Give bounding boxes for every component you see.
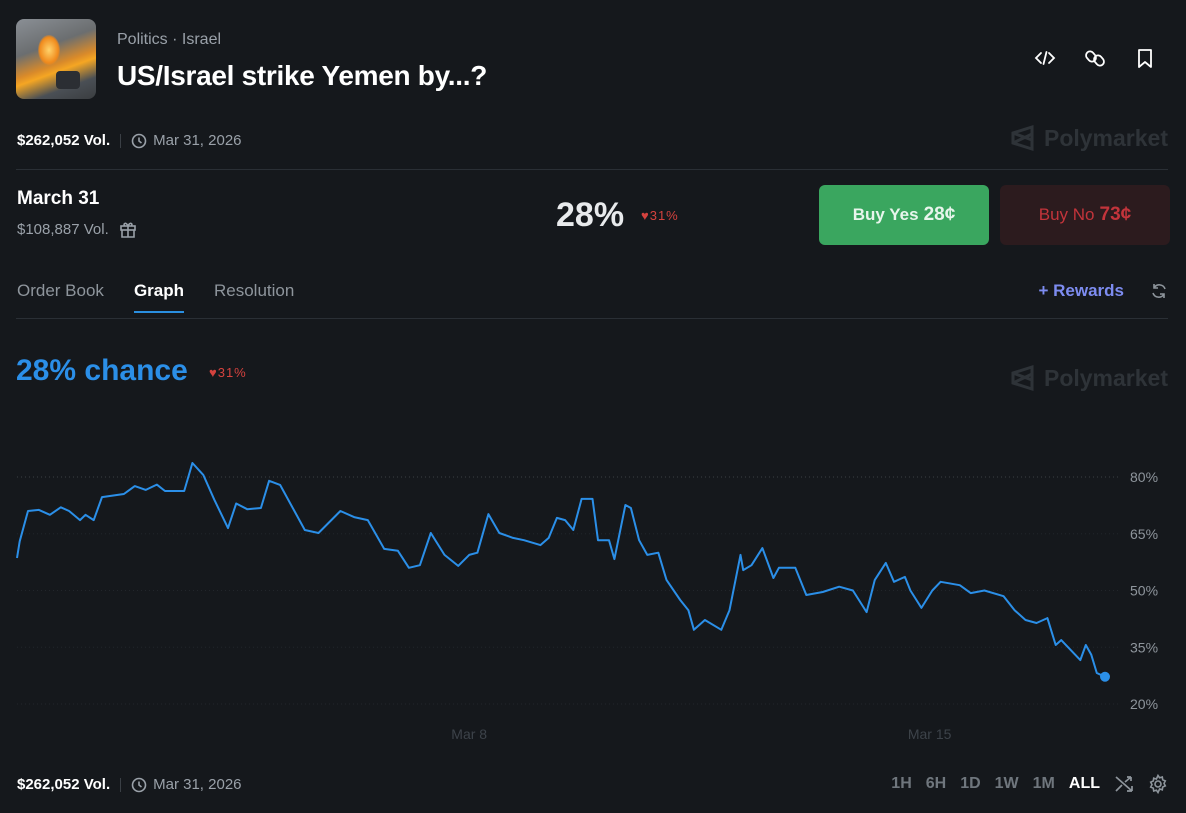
range-1d[interactable]: 1D <box>960 775 981 792</box>
outcome-volume-row: $108,887 Vol. <box>17 220 137 238</box>
end-date: Mar 31, 2026 <box>153 132 242 149</box>
current-price-point <box>1100 671 1110 682</box>
clock-icon <box>131 777 147 792</box>
breadcrumb-tag[interactable]: Israel <box>181 31 222 48</box>
y-tick-label: 35% <box>1130 639 1158 655</box>
tab-order-book[interactable]: Order Book <box>17 281 104 300</box>
tab-bar: Order Book Graph Resolution <box>17 281 295 313</box>
code-embed-icon[interactable] <box>1034 47 1056 69</box>
chance-label: 28% chance <box>16 354 188 387</box>
outcome-percent: 28% <box>556 196 625 234</box>
range-1m[interactable]: 1M <box>1032 775 1055 792</box>
page-title: US/Israel strike Yemen by...? <box>117 60 488 91</box>
tab-resolution[interactable]: Resolution <box>214 281 295 300</box>
chance-change: ♥31% <box>209 365 247 380</box>
footer-end-date: Mar 31, 2026 <box>153 776 242 793</box>
bookmark-icon[interactable] <box>1134 47 1156 69</box>
down-arrow-icon: ♥ <box>641 208 650 223</box>
range-6h[interactable]: 6H <box>925 775 947 792</box>
buy-yes-button[interactable]: Buy Yes 28¢ <box>819 185 989 245</box>
clock-icon <box>131 133 147 148</box>
y-tick-label: 20% <box>1130 696 1158 712</box>
breadcrumb-category[interactable]: Politics <box>117 31 168 48</box>
range-all[interactable]: ALL <box>1068 775 1100 792</box>
buy-no-button[interactable]: Buy No 73¢ <box>1000 185 1170 245</box>
rewards-button[interactable]: + Rewards <box>1038 281 1124 300</box>
y-tick-label: 80% <box>1130 469 1158 485</box>
gear-icon[interactable] <box>1148 774 1168 794</box>
outcome-volume: $108,887 Vol. <box>17 220 109 238</box>
range-1w[interactable]: 1W <box>994 775 1019 792</box>
y-tick-label: 50% <box>1130 583 1158 599</box>
footer-meta: $262,052 Vol. Mar 31, 2026 <box>17 776 242 793</box>
divider <box>120 133 122 148</box>
shuffle-icon[interactable] <box>1114 774 1134 794</box>
outcome-title: March 31 <box>17 188 100 209</box>
x-tick-label: Mar 8 <box>451 726 487 742</box>
polymarket-logo: Polymarket <box>1010 124 1168 152</box>
polymarket-watermark: Polymarket <box>1010 364 1168 392</box>
down-arrow-icon: ♥ <box>209 365 218 380</box>
market-thumbnail <box>16 19 96 99</box>
price-chart[interactable]: 80% 65% 50% 35% 20% Mar 8 Mar 15 <box>0 400 1186 750</box>
y-tick-label: 65% <box>1130 526 1158 542</box>
divider <box>120 777 122 792</box>
time-range-selector: 1H 6H 1D 1W 1M ALL <box>891 774 1168 794</box>
tab-graph[interactable]: Graph <box>133 281 185 313</box>
refresh-icon[interactable] <box>1150 282 1168 300</box>
link-icon[interactable] <box>1084 47 1106 69</box>
x-tick-label: Mar 15 <box>908 726 952 742</box>
gift-icon[interactable] <box>119 220 137 238</box>
total-volume: $262,052 Vol. <box>17 132 111 149</box>
divider <box>16 169 1168 170</box>
price-line <box>16 462 1106 678</box>
market-meta: $262,052 Vol. Mar 31, 2026 <box>17 132 242 149</box>
footer-volume: $262,052 Vol. <box>17 776 111 793</box>
outcome-change: ♥31% <box>641 208 679 223</box>
divider <box>16 318 1168 319</box>
range-1h[interactable]: 1H <box>891 775 912 792</box>
header-actions <box>1034 47 1156 69</box>
breadcrumb: Politics · Israel <box>117 31 222 48</box>
